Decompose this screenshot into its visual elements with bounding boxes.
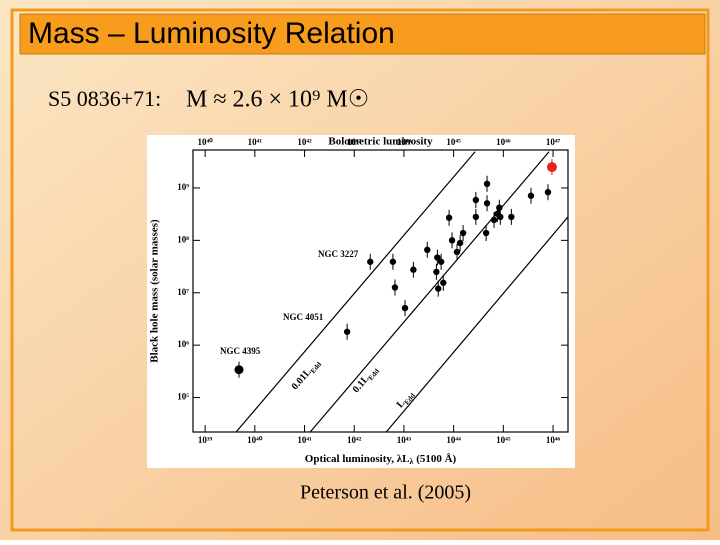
data-point (456, 239, 464, 247)
data-point (472, 213, 480, 221)
data-point (546, 162, 557, 173)
x-tick-label: 10⁴⁵ (496, 435, 511, 445)
x2-tick-label: 10⁴⁶ (496, 137, 511, 147)
data-point (401, 304, 409, 312)
x-axis-label: Optical luminosity, λLλ (5100 Å) (305, 453, 457, 466)
chart-title: Bolometric luminosity (328, 136, 433, 148)
x-axis-label-part: Optical luminosity, λL (305, 453, 410, 465)
y-tick-label: 10⁵ (177, 392, 189, 402)
x-tick-label: 10⁴⁰ (247, 435, 263, 445)
data-point (234, 365, 244, 375)
annotation: NGC 4395 (220, 346, 261, 356)
data-point (435, 285, 442, 292)
data-point (508, 213, 515, 221)
data-point (448, 237, 456, 244)
data-point (453, 248, 461, 256)
x2-tick-label: 10⁴⁵ (446, 137, 461, 147)
y-tick-label: 10⁷ (177, 287, 189, 297)
data-point (527, 192, 535, 199)
y-tick-label: 10⁹ (177, 182, 189, 192)
annotation: NGC 3227 (318, 249, 359, 259)
x-tick-label: 10⁴⁴ (446, 435, 461, 445)
x2-tick-label: 10⁴³ (347, 137, 362, 147)
chart-panel (147, 135, 575, 468)
x-axis-label-part: (5100 Å) (413, 453, 456, 465)
data-point (440, 279, 447, 286)
x-tick-label: 10⁴¹ (297, 435, 312, 445)
caption: Peterson et al. (2005) (300, 482, 471, 504)
x2-tick-label: 10⁴¹ (248, 137, 263, 147)
data-point (472, 196, 480, 204)
data-point (445, 214, 453, 221)
y-tick-label: 10⁶ (177, 339, 189, 349)
x2-tick-label: 10⁴⁴ (397, 137, 412, 147)
data-point (343, 328, 351, 335)
x-tick-label: 10⁴⁶ (546, 435, 561, 445)
x2-tick-label: 10⁴⁰ (197, 137, 213, 147)
data-point (496, 204, 503, 211)
data-point (424, 246, 431, 254)
annotation: NGC 4051 (283, 312, 324, 322)
slide-title: Mass – Luminosity Relation (28, 17, 395, 50)
data-point (391, 284, 399, 291)
x-tick-label: 10³⁹ (198, 435, 213, 445)
y-axis-label: Black hole mass (solar masses) (149, 219, 161, 363)
y-tick-label: 10⁸ (177, 234, 189, 244)
data-point (367, 258, 374, 265)
x-tick-label: 10⁴³ (397, 435, 412, 445)
data-point (459, 229, 467, 237)
eddington-line (309, 151, 550, 433)
formula: M ≈ 2.6 × 10⁹ M☉ (186, 87, 369, 113)
data-point (483, 200, 491, 207)
data-point (437, 258, 445, 265)
data-point (482, 229, 490, 237)
data-point (544, 188, 552, 196)
data-point (389, 258, 397, 265)
x-tick-label: 10⁴² (347, 435, 362, 445)
data-point (490, 216, 498, 224)
eddington-line (235, 151, 476, 433)
x-axis-label-part: λ (410, 457, 414, 466)
title-bar (19, 13, 706, 55)
eddington-line (385, 216, 569, 433)
x2-tick-label: 10⁴² (297, 137, 312, 147)
data-point (497, 213, 504, 221)
chart: 10³⁹ 10⁴⁰ 10⁴¹ 10⁴² 10⁴³ 10⁴⁴ 10⁴⁵ 10⁴⁶ 10⁴⁰ 10⁴¹… (149, 136, 569, 466)
plot-frame (192, 149, 569, 433)
slide-border (10, 8, 710, 532)
data-point (410, 266, 417, 273)
data-point (483, 180, 491, 188)
x2-tick-label: 10⁴⁷ (546, 137, 561, 147)
data-point (434, 254, 441, 261)
object-name: S5 0836+71: (48, 86, 161, 111)
data-point (433, 268, 440, 276)
